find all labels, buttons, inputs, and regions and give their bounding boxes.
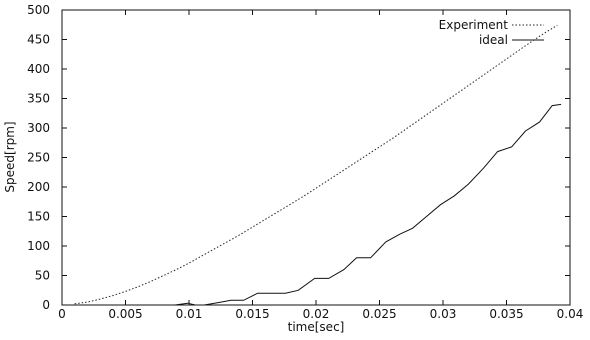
x-tick-label: 0.005 (108, 307, 142, 321)
y-tick-label: 300 (27, 121, 50, 135)
x-tick-label: 0.01 (176, 307, 203, 321)
x-tick-label: 0.025 (362, 307, 396, 321)
y-tick-label: 250 (27, 151, 50, 165)
x-axis: 0 0.005 0.01 0.015 0.02 0.025 0.03 0.035 0.04 (58, 10, 583, 321)
x-tick-label: 0 (58, 307, 66, 321)
x-axis-label: time[sec] (288, 320, 345, 334)
legend-label: Experiment (439, 18, 509, 32)
y-tick-label: 200 (27, 180, 50, 194)
series-line-ideal (174, 103, 562, 306)
x-tick-label: 0.015 (235, 307, 269, 321)
y-tick-label: 400 (27, 62, 50, 76)
x-tick-label: 0.035 (489, 307, 523, 321)
y-tick-label: 150 (27, 210, 50, 224)
y-tick-label: 350 (27, 92, 50, 106)
x-tick-label: 0.03 (430, 307, 457, 321)
y-tick-label: 0 (42, 298, 50, 312)
plot-area (61, 9, 571, 306)
legend-label: ideal (479, 33, 508, 47)
y-tick-label: 100 (27, 239, 50, 253)
x-tick-label: 0.02 (303, 307, 330, 321)
y-tick-label: 500 (27, 3, 50, 17)
series-line-experiment (74, 24, 558, 305)
y-tick-label: 50 (35, 269, 50, 283)
y-tick-label: 450 (27, 33, 50, 47)
y-axis: 0 50 100 150 200 250 300 350 400 450 500 (27, 3, 570, 312)
x-tick-label: 0.04 (557, 307, 584, 321)
y-axis-label: Speed[rpm] (3, 121, 17, 192)
series-layer (74, 24, 562, 306)
